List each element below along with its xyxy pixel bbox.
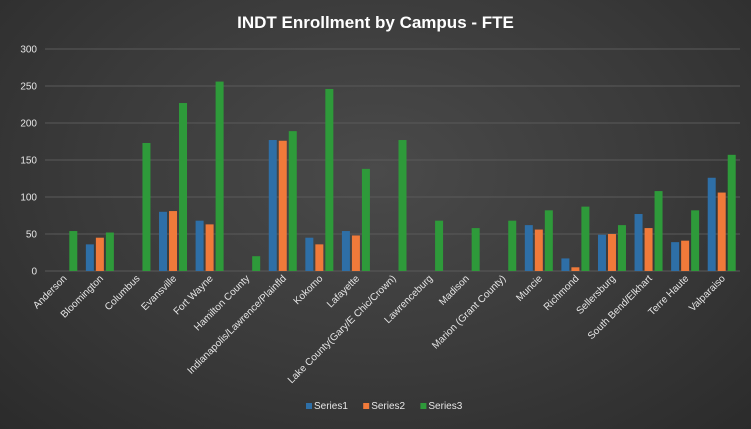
bar-series1-18	[707, 177, 716, 271]
bar-series2-13	[534, 229, 543, 271]
bar-series2-15	[607, 234, 616, 271]
bar-series3-8	[361, 168, 370, 271]
x-category-label: Lafayette	[325, 273, 362, 310]
bar-series3-12	[508, 220, 517, 271]
x-category-label: Madison	[437, 273, 472, 308]
bar-series2-14	[571, 267, 580, 271]
y-tick-label: 200	[20, 119, 37, 130]
bar-series1-14	[561, 258, 570, 271]
bar-series3-9	[398, 140, 407, 271]
bar-series1-13	[524, 225, 533, 271]
bar-series3-6	[288, 131, 297, 271]
legend-swatch-series1	[306, 403, 312, 409]
bar-series1-1	[85, 244, 94, 271]
bar-series3-15	[617, 225, 626, 271]
y-tick-label: 300	[20, 45, 37, 56]
bar-series3-7	[325, 88, 334, 272]
bar-series2-17	[681, 240, 690, 271]
bar-series2-1	[95, 237, 104, 271]
legend-label-series3: Series3	[428, 401, 462, 412]
bar-series2-18	[717, 192, 726, 271]
bar-series3-16	[654, 191, 663, 271]
bar-series1-7	[305, 237, 314, 271]
legend-swatch-series3	[420, 403, 427, 409]
bar-series1-3	[159, 211, 168, 271]
bar-series2-16	[644, 228, 653, 271]
legend-swatch-series2	[363, 403, 370, 409]
bar-series2-7	[315, 244, 324, 271]
bar-series3-4	[215, 81, 224, 271]
legend-label-series1: Series1	[314, 401, 348, 412]
x-category-label: Muncie	[514, 273, 545, 304]
bar-series3-10	[435, 220, 444, 271]
chart-title: INDT Enrollment by Campus - FTE	[237, 13, 514, 32]
bar-series3-2	[142, 142, 151, 271]
bar-series1-15	[597, 234, 606, 271]
y-tick-label: 100	[20, 193, 37, 204]
bar-series1-8	[341, 231, 350, 271]
bar-series3-13	[544, 210, 553, 271]
x-category-label: South Bend/Elkhart	[586, 273, 655, 342]
legend-label-series2: Series2	[371, 401, 405, 412]
bar-series1-16	[634, 214, 643, 271]
y-tick-label: 250	[20, 82, 37, 93]
bar-series3-17	[691, 210, 700, 271]
y-tick-label: 50	[26, 230, 38, 241]
x-category-label: Marion (Grant County)	[430, 273, 508, 351]
bar-series1-4	[195, 220, 204, 271]
x-category-label: Kokomo	[292, 273, 326, 307]
bar-series3-11	[471, 228, 480, 271]
x-category-label: Valparaiso	[687, 273, 728, 314]
x-category-label: Columbus	[103, 273, 143, 313]
bar-series3-18	[727, 154, 736, 271]
bar-series2-8	[351, 235, 360, 271]
bar-series1-6	[268, 140, 277, 271]
bar-series2-3	[169, 211, 178, 271]
bar-series3-5	[252, 256, 261, 271]
bar-series3-1	[105, 232, 114, 271]
bar-series1-17	[671, 242, 680, 271]
x-category-label: Anderson	[31, 273, 69, 311]
y-tick-label: 150	[20, 156, 37, 167]
bar-series3-14	[581, 206, 590, 271]
y-tick-label: 0	[31, 267, 37, 278]
bar-series2-4	[205, 224, 214, 271]
bar-series3-3	[179, 103, 188, 272]
bar-series3-0	[69, 231, 78, 271]
bar-series2-6	[278, 140, 287, 271]
